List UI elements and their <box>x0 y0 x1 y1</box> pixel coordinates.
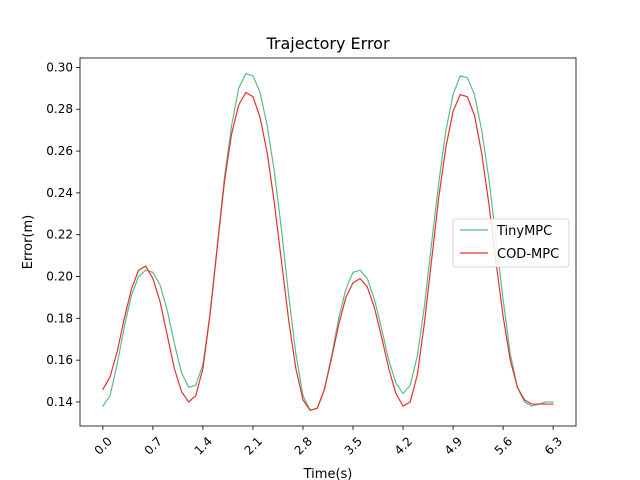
y-tick-label: 0.18 <box>46 311 73 325</box>
legend-label-cod-mpc: COD-MPC <box>497 247 559 262</box>
y-tick-label: 0.20 <box>46 270 73 284</box>
x-axis-label: Time(s) <box>303 467 353 480</box>
y-tick-label: 0.28 <box>46 102 73 116</box>
y-tick-label: 0.14 <box>46 395 73 409</box>
y-axis-label: Error(m) <box>21 215 36 270</box>
legend: TinyMPC COD-MPC <box>452 218 570 268</box>
y-axis: 0.14 0.16 0.18 0.20 0.22 0.24 0.26 0.28 0.30 <box>46 60 80 409</box>
y-tick-label: 0.30 <box>46 60 73 74</box>
y-tick-label: 0.26 <box>46 144 73 158</box>
chart-title: Trajectory Error <box>265 34 390 53</box>
legend-label-tinympc: TinyMPC <box>496 224 552 239</box>
plot-area <box>79 57 577 427</box>
y-tick-label: 0.16 <box>46 353 73 367</box>
series-layer <box>102 73 554 411</box>
legend-box <box>452 218 570 268</box>
y-tick-label: 0.22 <box>46 228 73 242</box>
y-tick-label: 0.24 <box>46 186 73 200</box>
series-line-cod-mpc <box>102 91 554 411</box>
plot-frame <box>79 57 577 427</box>
